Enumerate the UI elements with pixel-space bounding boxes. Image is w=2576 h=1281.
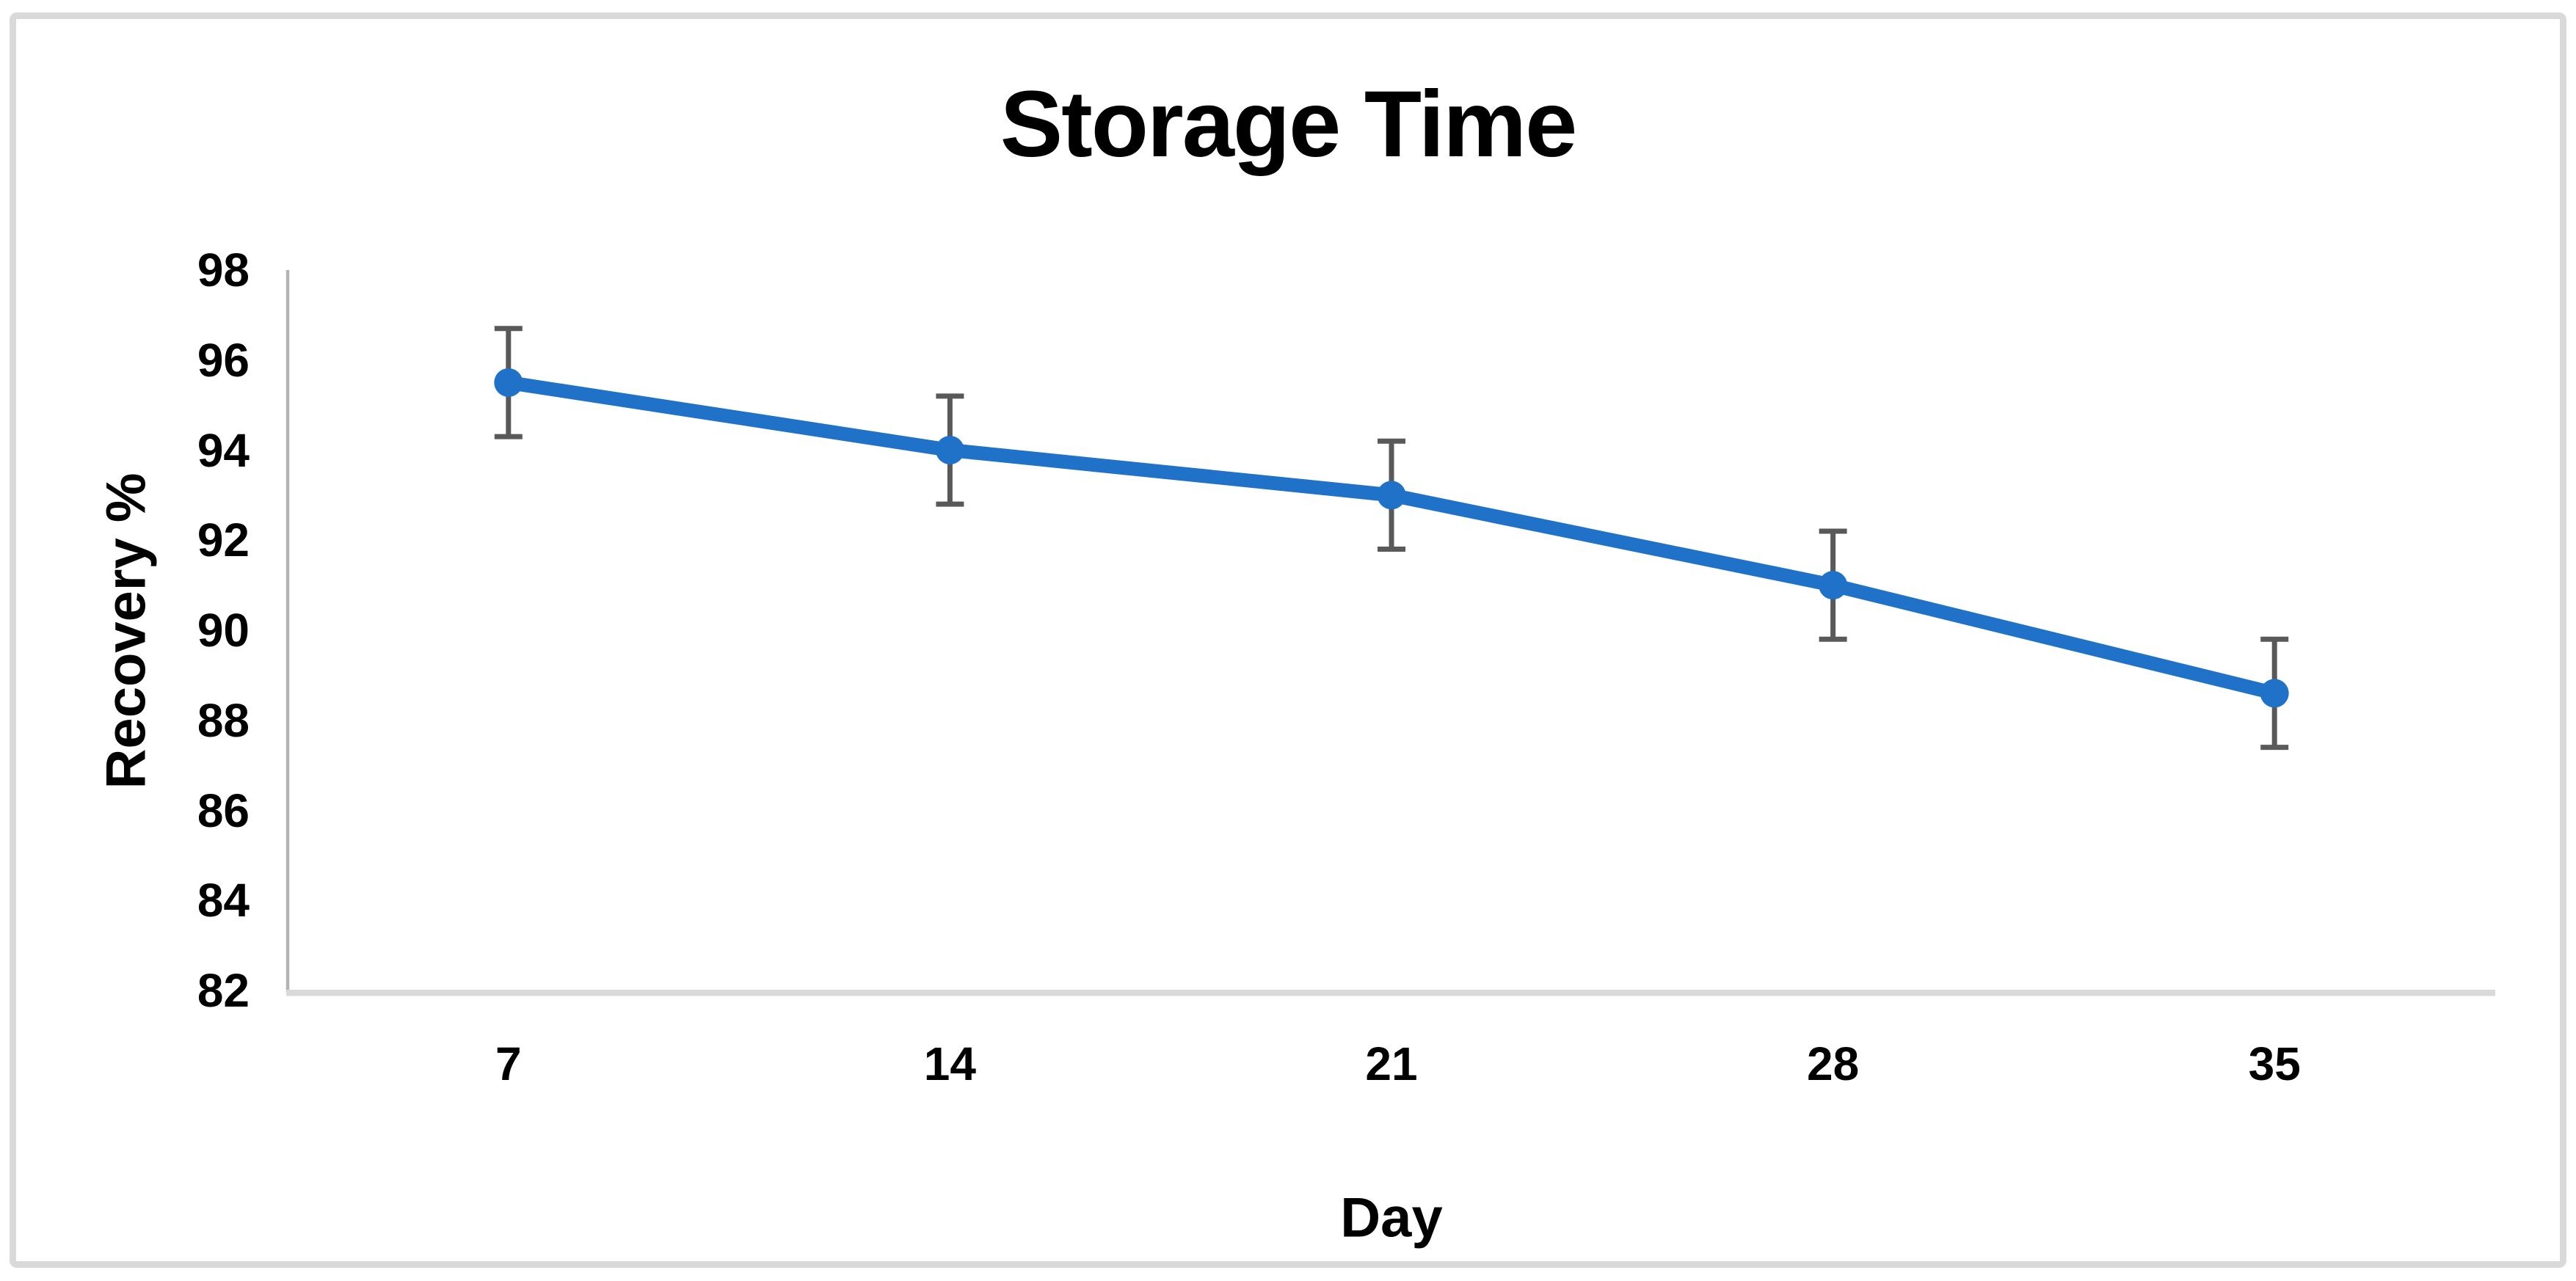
y-tick-label: 94 <box>197 423 250 477</box>
y-tick-label: 96 <box>197 333 250 387</box>
data-point-marker <box>1819 571 1848 600</box>
y-tick-label: 86 <box>197 784 250 837</box>
y-tick-label: 90 <box>197 604 250 657</box>
chart-title: Storage Time <box>1000 72 1578 177</box>
y-axis-title: Recovery % <box>95 472 158 789</box>
x-axis-title: Day <box>1340 1186 1443 1249</box>
y-tick-label: 84 <box>197 874 250 927</box>
x-tick-label: 7 <box>495 1037 522 1090</box>
y-tick-label: 88 <box>197 693 250 747</box>
data-point-marker <box>494 368 523 397</box>
x-tick-label: 35 <box>2248 1037 2301 1090</box>
x-tick-label: 28 <box>1807 1037 1860 1090</box>
data-point-marker <box>1377 481 1406 510</box>
y-tick-label: 92 <box>197 514 250 567</box>
data-point-marker <box>935 436 964 464</box>
chart-frame <box>10 12 2566 1268</box>
y-tick-label: 82 <box>197 964 250 1017</box>
data-point-marker <box>2260 679 2289 708</box>
y-tick-label: 98 <box>197 244 250 296</box>
x-tick-label: 14 <box>923 1037 976 1090</box>
x-axis-line <box>286 990 2495 996</box>
x-tick-label: 21 <box>1365 1037 1418 1090</box>
